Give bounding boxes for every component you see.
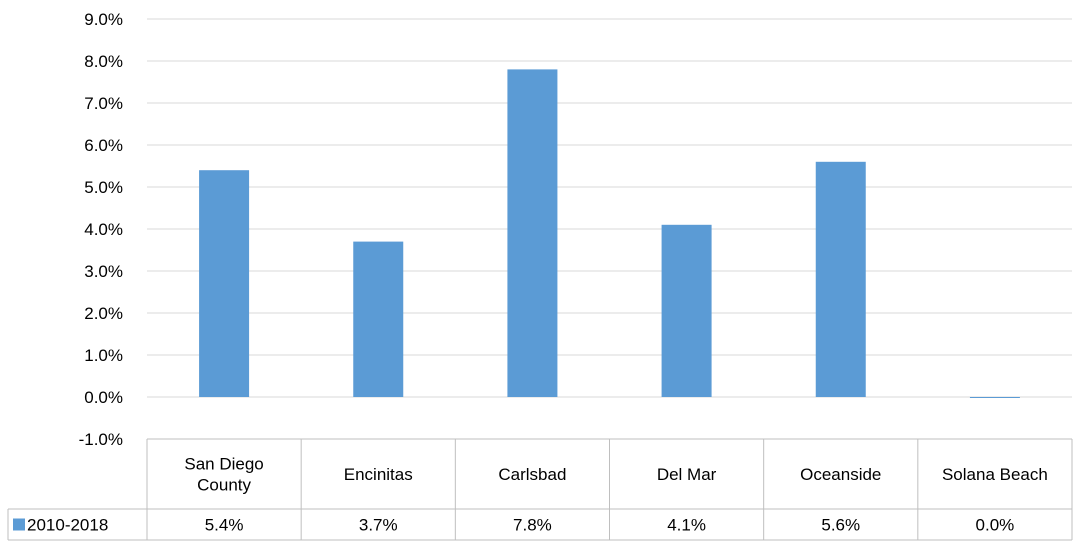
y-tick-label: 2.0% [84,304,123,323]
y-tick-label: 3.0% [84,262,123,281]
y-tick-label: -1.0% [79,430,123,449]
y-tick-label: 9.0% [84,10,123,29]
data-table-value: 7.8% [513,516,552,535]
category-label: County [197,476,251,495]
category-label: San Diego [184,455,263,474]
y-tick-label: 4.0% [84,220,123,239]
legend-label: 2010-2018 [27,516,108,535]
data-table-value: 5.4% [205,516,244,535]
y-tick-label: 5.0% [84,178,123,197]
y-tick-label: 6.0% [84,136,123,155]
y-tick-label: 7.0% [84,94,123,113]
category-label: Oceanside [800,465,881,484]
category-label: Encinitas [344,465,413,484]
legend-swatch [13,518,25,531]
bar [353,241,404,397]
y-tick-label: 8.0% [84,52,123,71]
bar [661,224,712,397]
category-label: Carlsbad [498,465,566,484]
y-tick-label: 0.0% [84,388,123,407]
bar [199,170,250,397]
data-table-value: 3.7% [359,516,398,535]
bar [815,161,866,397]
y-tick-label: 1.0% [84,346,123,365]
bar [969,397,1020,398]
category-label: Solana Beach [942,465,1048,484]
bar [507,69,558,398]
data-table-value: 4.1% [667,516,706,535]
category-label: Del Mar [657,465,717,484]
data-table-value: 0.0% [976,516,1015,535]
data-table-value: 5.6% [821,516,860,535]
